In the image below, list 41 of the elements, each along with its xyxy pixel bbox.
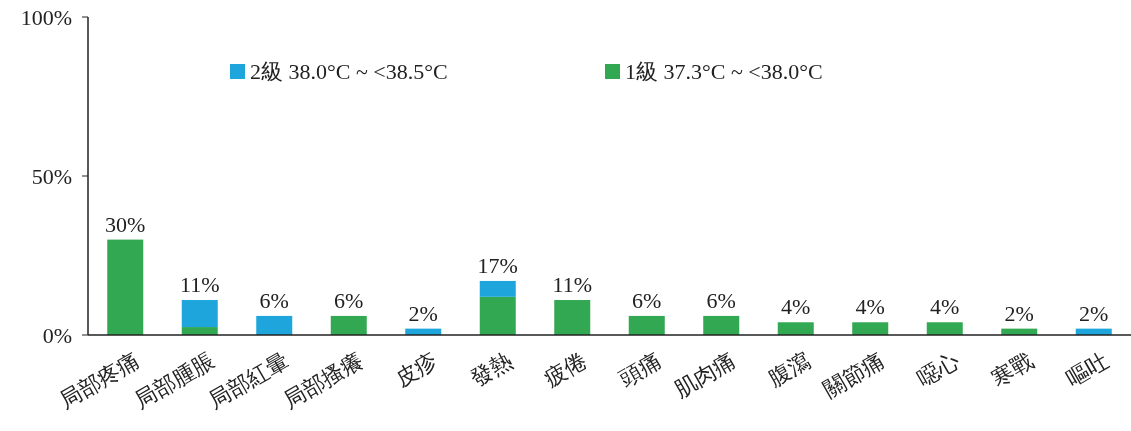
- bar: [330, 315, 367, 335]
- x-tick-label: 關節痛: [819, 347, 889, 403]
- total-label: 6%: [632, 287, 662, 313]
- bar: [628, 315, 665, 335]
- bar: [703, 315, 740, 335]
- total-label: 4%: [781, 294, 811, 320]
- x-tick-label: 疲倦: [540, 347, 591, 392]
- total-label: 11%: [179, 272, 220, 298]
- x-tick-label: 噁心: [912, 347, 964, 392]
- total-label: 2%: [408, 300, 438, 326]
- x-tick-label: 腹瀉: [763, 347, 815, 392]
- bar: [554, 300, 591, 335]
- bar: [107, 239, 144, 335]
- bar: [777, 322, 814, 335]
- x-tick-label: 肌肉痛: [670, 347, 740, 403]
- total-label: 4%: [930, 294, 960, 320]
- total-label: 6%: [706, 287, 736, 313]
- total-label: 6%: [334, 287, 364, 313]
- legend-label: 2級 38.0°C ~ <38.5°C: [250, 59, 448, 84]
- x-tick-label: 發熱: [465, 347, 517, 392]
- y-tick-label: 0%: [42, 323, 72, 348]
- x-tick-label: 頭痛: [614, 347, 666, 392]
- total-label: 2%: [1079, 300, 1109, 326]
- bar: [852, 322, 889, 335]
- total-label: 2%: [1004, 300, 1034, 326]
- y-tick-label: 100%: [20, 5, 72, 30]
- bar: [926, 322, 963, 335]
- legend-label: 1級 37.3°C ~ <38.0°C: [625, 59, 823, 84]
- x-tick-label: 寒戰: [987, 347, 1038, 392]
- bar: [181, 300, 218, 328]
- total-label: 6%: [259, 287, 289, 313]
- bar: [479, 296, 516, 335]
- total-label: 4%: [855, 294, 885, 320]
- total-label: 11%: [552, 272, 593, 298]
- y-tick-label: 50%: [31, 164, 72, 189]
- bar: [256, 315, 293, 335]
- bar: [479, 280, 516, 297]
- x-tick-label: 皮疹: [391, 347, 442, 392]
- x-tick-label: 嘔吐: [1061, 347, 1113, 392]
- total-label: 30%: [105, 211, 146, 237]
- total-label: 17%: [477, 252, 518, 278]
